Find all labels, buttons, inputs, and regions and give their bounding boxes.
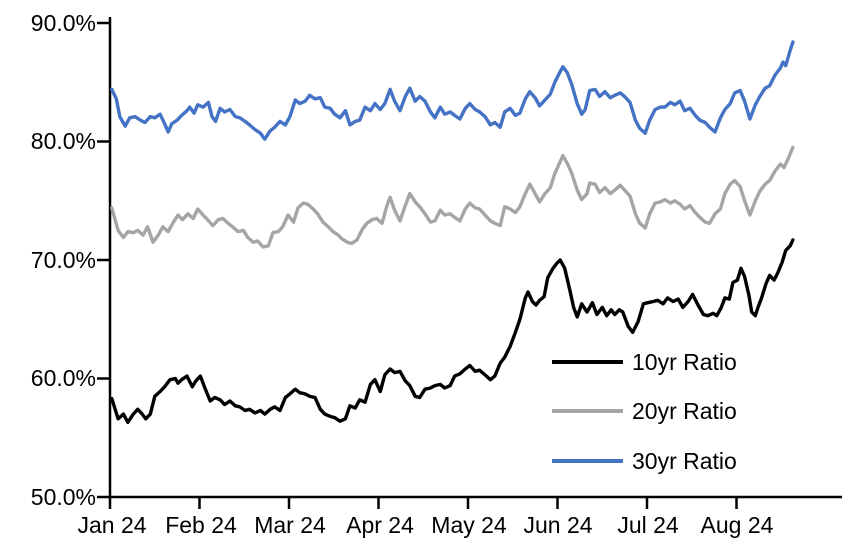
series-line-20yr — [110, 145, 795, 249]
x-tick-label: Aug 24 — [700, 512, 774, 538]
legend-item-10yr: 10yr Ratio — [552, 348, 737, 376]
y-tick-label: 80.0% — [30, 128, 96, 154]
legend-swatch-20yr — [552, 409, 623, 413]
y-tick-label: 60.0% — [30, 365, 96, 391]
x-tick-label: May 24 — [431, 512, 507, 538]
series-line-30yr — [110, 40, 795, 141]
y-tick-label: 90.0% — [30, 10, 96, 36]
legend-item-20yr: 20yr Ratio — [552, 397, 737, 425]
legend-label-20yr: 20yr Ratio — [632, 397, 737, 424]
legend-label-10yr: 10yr Ratio — [632, 348, 737, 375]
x-tick-label: Apr 24 — [346, 512, 414, 538]
x-tick-label: Jul 24 — [617, 512, 679, 538]
y-tick-label: 70.0% — [30, 247, 96, 273]
legend-item-30yr: 30yr Ratio — [552, 447, 737, 475]
x-tick-label: Feb 24 — [165, 512, 237, 538]
legend-swatch-10yr — [552, 360, 623, 364]
x-tick-label: Mar 24 — [254, 512, 326, 538]
legend-label-30yr: 30yr Ratio — [632, 447, 737, 474]
legend-swatch-30yr — [552, 459, 623, 463]
y-tick-label: 50.0% — [30, 484, 96, 510]
x-tick-label: Jun 24 — [523, 512, 593, 538]
x-tick-label: Jan 24 — [77, 512, 147, 538]
series-line-10yr — [110, 238, 795, 424]
